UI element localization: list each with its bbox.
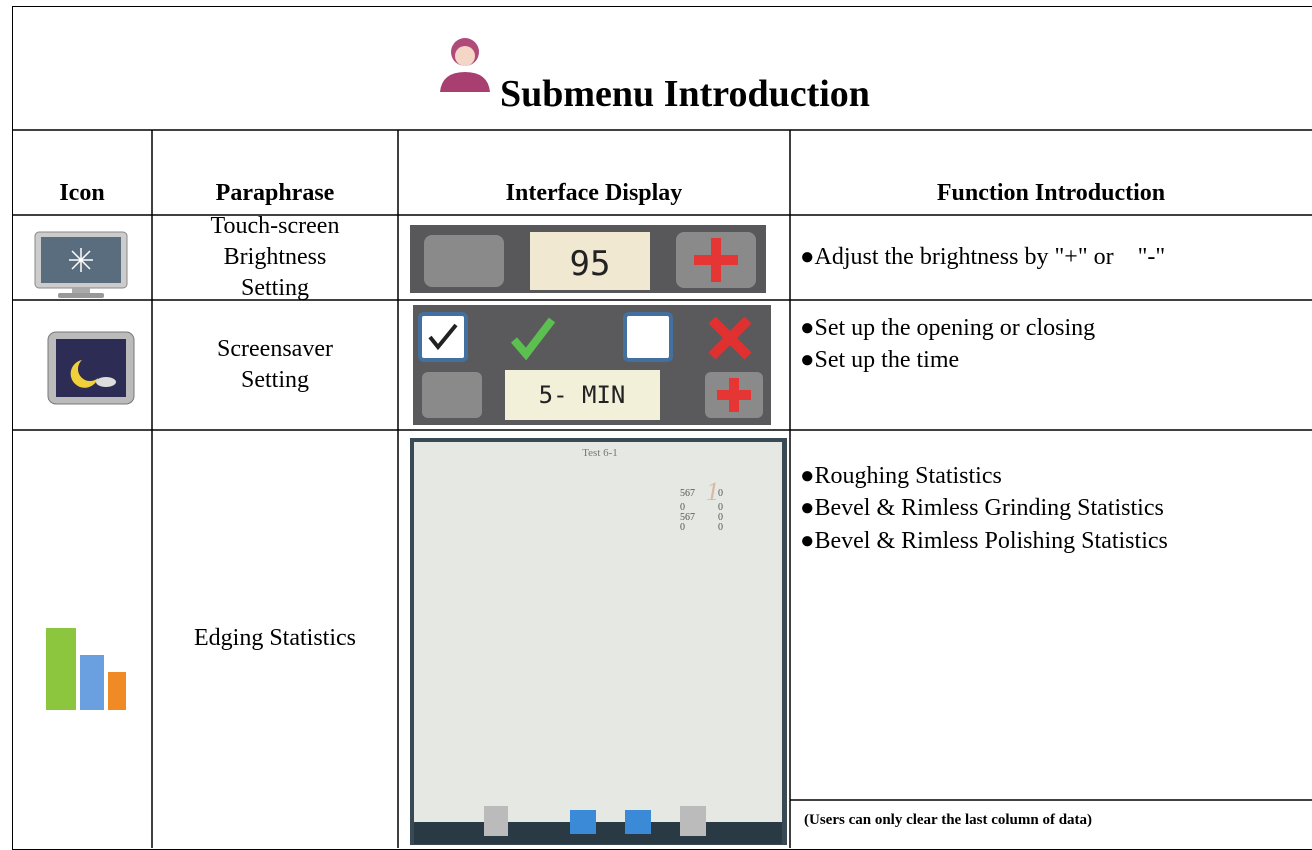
- paraphrase: Touch-screen Brightness Setting: [210, 212, 340, 302]
- function-list: ●Roughing Statistics ●Bevel & Rimless Gri…: [800, 430, 1168, 800]
- brightness-value: 95: [570, 244, 611, 284]
- function-list: ●Set up the opening or closing ●Set up th…: [800, 300, 1095, 430]
- function-item: ●Set up the opening or closing: [800, 315, 1096, 341]
- function-item: ●Bevel & Rimless Grinding Statistics: [800, 495, 1164, 522]
- column-header: Paraphrase: [215, 179, 335, 206]
- screensaver-time: 5- MIN: [539, 381, 626, 409]
- brightness-display: 95: [410, 225, 766, 293]
- paraphrase: Screensaver Setting: [217, 335, 333, 393]
- stat-value: 567: [680, 512, 695, 523]
- stat-value: 0: [680, 522, 685, 533]
- stat-value: 0: [680, 502, 685, 513]
- title: Submenu Introduction: [500, 73, 870, 115]
- function-item: ●Roughing Statistics: [800, 463, 1002, 489]
- column-header: Interface Display: [505, 179, 683, 206]
- screen-title: Test 6-1: [582, 447, 618, 459]
- stat-value: 0: [718, 522, 723, 533]
- paraphrase: Edging Statistics: [194, 625, 356, 652]
- function-list: ●Adjust the brightness by "+" or "-": [800, 215, 1165, 300]
- brightness-icon: [34, 231, 128, 298]
- person-icon: [440, 38, 490, 92]
- screen-page: 1: [706, 477, 719, 506]
- statistics-icon: [46, 628, 126, 710]
- column-header: Function Introduction: [936, 179, 1166, 206]
- note: (Users can only clear the last column of…: [804, 812, 1093, 828]
- stat-value: 567: [680, 488, 695, 499]
- function-item: ●Bevel & Rimless Polishing Statistics: [800, 527, 1168, 554]
- column-header: Icon: [59, 179, 105, 206]
- screensaver-icon: [47, 331, 135, 405]
- function-item: ●Set up the time: [800, 347, 960, 374]
- stat-value: 0: [718, 488, 723, 499]
- stat-value: 0: [718, 512, 723, 523]
- stat-value: 0: [718, 502, 723, 513]
- function-item: ●Adjust the brightness by "+" or "-": [800, 244, 1166, 271]
- screensaver-display: 5- MIN: [413, 305, 771, 425]
